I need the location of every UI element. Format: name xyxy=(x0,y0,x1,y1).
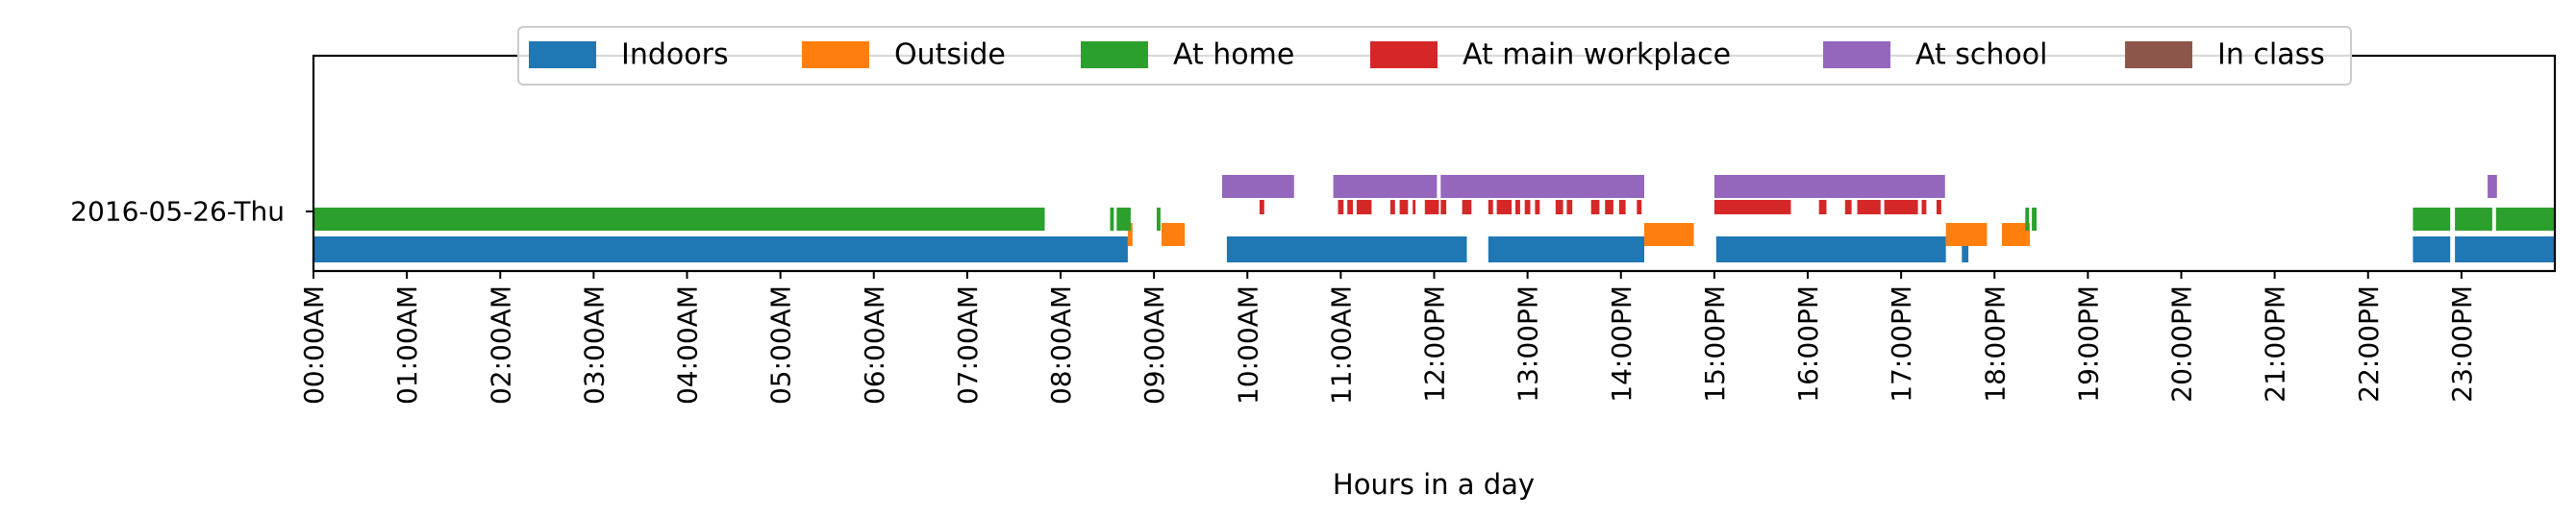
legend-label-outside: Outside xyxy=(894,38,1006,72)
x-tick-label: 02:00AM xyxy=(485,285,516,405)
bar-at-main-workplace xyxy=(1389,200,1395,214)
bar-outside xyxy=(1127,223,1133,246)
bar-at-home xyxy=(1110,208,1114,231)
x-axis: 00:00AM 01:00AM 02:00AM 03:00AM 04:00AM 05:00… xyxy=(298,271,2478,405)
bar-at-main-workplace xyxy=(1496,200,1513,214)
bar-indoors xyxy=(1962,236,1969,262)
x-tick-label: 05:00AM xyxy=(765,285,797,405)
bar-indoors xyxy=(1226,236,1467,262)
x-tick-label: 21:00PM xyxy=(2260,285,2291,403)
x-tick-label: 01:00AM xyxy=(391,285,423,405)
bar-at-main-workplace xyxy=(1618,200,1626,214)
x-tick-label: 23:00PM xyxy=(2446,285,2478,403)
bar-at-main-workplace xyxy=(1488,200,1493,214)
bar-at-home xyxy=(1157,208,1161,231)
bar-at-home xyxy=(2032,208,2037,231)
bar-indoors xyxy=(2413,236,2451,262)
bar-at-main-workplace xyxy=(1713,200,1791,214)
bar-at-school xyxy=(1713,175,1945,198)
bar-at-main-workplace xyxy=(1424,200,1439,214)
bar-at-home xyxy=(2413,208,2451,231)
legend-swatch-at-main-workplace xyxy=(1370,41,1438,68)
bar-at-home xyxy=(2455,208,2492,231)
x-tick-label: 08:00AM xyxy=(1045,285,1077,405)
legend-label-in-class: In class xyxy=(2217,38,2325,72)
bar-at-home xyxy=(1116,208,1131,231)
bar-at-main-workplace xyxy=(1921,200,1927,214)
bar-outside xyxy=(2027,223,2031,246)
bar-at-main-workplace xyxy=(1462,200,1472,214)
legend-label-at-school: At school xyxy=(1915,38,2047,72)
bar-at-main-workplace xyxy=(1399,200,1409,214)
bar-outside xyxy=(1161,223,1186,246)
bar-at-main-workplace xyxy=(1535,200,1540,214)
bar-at-home xyxy=(2495,208,2555,231)
bar-at-main-workplace xyxy=(1590,200,1600,214)
bar-at-main-workplace xyxy=(1338,200,1344,214)
bar-at-main-workplace xyxy=(1857,200,1881,214)
bar-outside xyxy=(1644,223,1694,246)
bar-at-main-workplace xyxy=(1413,200,1416,214)
x-tick-label: 03:00AM xyxy=(578,285,610,405)
legend-label-at-main-workplace: At main workplace xyxy=(1463,38,1731,72)
bar-at-main-workplace xyxy=(1356,200,1372,214)
legend-swatch-outside xyxy=(802,41,869,68)
x-tick-label: 13:00PM xyxy=(1513,285,1544,403)
bar-at-main-workplace xyxy=(1524,200,1531,214)
bar-at-school xyxy=(1333,175,1438,198)
bar-at-main-workplace xyxy=(1555,200,1563,214)
bar-indoors xyxy=(1715,236,1946,262)
x-tick-label: 04:00AM xyxy=(672,285,704,405)
x-tick-label: 11:00AM xyxy=(1325,285,1357,405)
x-tick-label: 00:00AM xyxy=(298,285,330,405)
bar-at-home xyxy=(313,208,1045,231)
x-axis-label: Hours in a day xyxy=(1333,468,1535,501)
x-tick-label: 20:00PM xyxy=(2166,285,2198,403)
y-axis: 2016-05-26-Thu xyxy=(70,196,313,228)
x-tick-label: 12:00PM xyxy=(1419,285,1451,403)
y-tick-label-day: 2016-05-26-Thu xyxy=(70,196,285,228)
legend-label-indoors: Indoors xyxy=(621,38,729,72)
activity-bars xyxy=(313,175,2555,262)
bar-at-school xyxy=(1222,175,1294,198)
bar-at-main-workplace xyxy=(1844,200,1852,214)
legend-swatch-at-school xyxy=(1823,41,1890,68)
bar-at-main-workplace xyxy=(1259,200,1264,214)
x-tick-label: 19:00PM xyxy=(2072,285,2104,403)
bar-indoors xyxy=(313,236,1128,262)
bar-indoors xyxy=(1488,236,1644,262)
x-tick-label: 18:00PM xyxy=(1979,285,2011,403)
bar-at-main-workplace xyxy=(1566,200,1573,214)
bar-at-school xyxy=(1440,175,1644,198)
bar-at-school xyxy=(2488,175,2497,198)
legend-swatch-indoors xyxy=(529,41,596,68)
bar-at-main-workplace xyxy=(1440,200,1447,214)
legend-swatch-at-home xyxy=(1081,41,1148,68)
legend-swatch-in-class xyxy=(2125,41,2192,68)
x-tick-label: 10:00AM xyxy=(1232,285,1263,405)
x-tick-label: 07:00AM xyxy=(952,285,984,405)
bar-outside xyxy=(2002,223,2028,246)
x-tick-label: 06:00AM xyxy=(859,285,890,405)
bar-indoors xyxy=(2455,236,2555,262)
bar-at-main-workplace xyxy=(1515,200,1520,214)
legend-label-at-home: At home xyxy=(1173,38,1294,72)
bar-at-main-workplace xyxy=(1884,200,1918,214)
x-tick-label: 14:00PM xyxy=(1606,285,1638,403)
bar-outside xyxy=(1945,223,1988,246)
bar-at-main-workplace xyxy=(1937,200,1941,214)
legend: Indoors Outside At home At main workplace At… xyxy=(517,26,2352,86)
bar-at-main-workplace xyxy=(1605,200,1613,214)
x-tick-label: 16:00PM xyxy=(1792,285,1824,403)
bar-at-home xyxy=(2025,208,2030,231)
bar-at-main-workplace xyxy=(1347,200,1353,214)
x-tick-label: 15:00PM xyxy=(1699,285,1731,403)
bar-at-main-workplace xyxy=(1637,200,1642,214)
x-tick-label: 09:00AM xyxy=(1138,285,1170,405)
x-tick-label: 22:00PM xyxy=(2353,285,2385,403)
x-tick-label: 17:00PM xyxy=(1886,285,1917,403)
bar-at-main-workplace xyxy=(1818,200,1827,214)
